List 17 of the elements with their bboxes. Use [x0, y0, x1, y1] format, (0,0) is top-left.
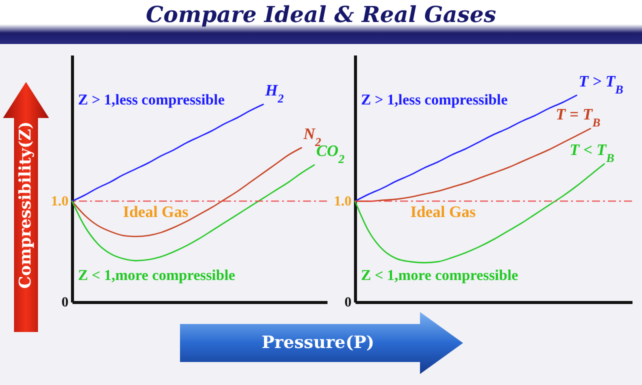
series-label: T < T$_{B}$ [570, 142, 614, 165]
annotation: Z < 1,more compressible [361, 268, 518, 284]
ref-line-label: Ideal Gas [123, 204, 188, 222]
y-tick-label: 1.0 [334, 194, 352, 210]
series-label: H$_{2}$ [264, 82, 284, 106]
series-label: T > T$_{B}$ [578, 73, 624, 96]
annotation: Z > 1,less compressible [78, 92, 225, 108]
series-label: T = T$_{B}$ [556, 106, 600, 130]
y-axis-title: Compressibility(Z) [16, 121, 34, 289]
ref-line-label: Ideal Gas [410, 204, 476, 222]
chart-title: Compare Ideal & Real Gases [144, 2, 498, 28]
y-tick-label: 0 [344, 296, 352, 310]
annotation: Z < 1,more compressible [78, 268, 236, 284]
x-axis-title: Pressure(P) [262, 333, 374, 353]
annotation: Z > 1,less compressible [361, 92, 508, 108]
y-tick-label: 0 [62, 296, 68, 310]
y-tick-label: 1.0 [51, 194, 68, 210]
